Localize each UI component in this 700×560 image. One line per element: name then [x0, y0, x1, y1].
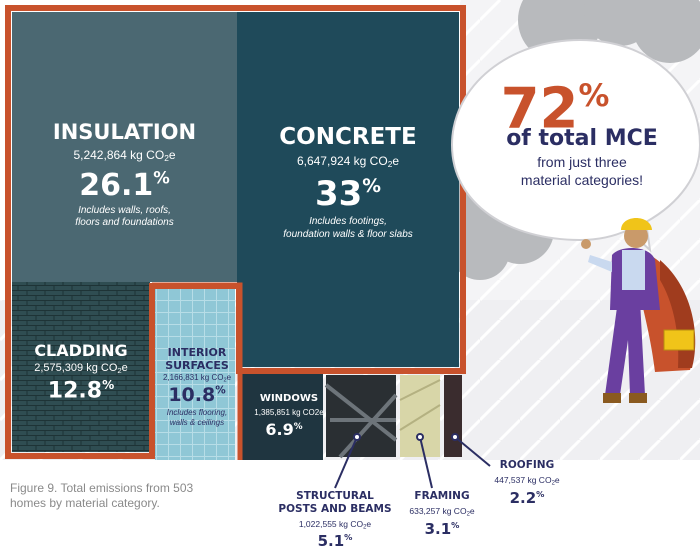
roofing-name: ROOFING — [499, 459, 555, 471]
leader-lines — [334, 433, 491, 489]
structural-percent: 5.1% — [270, 532, 400, 550]
boot-right — [629, 393, 647, 403]
framing-amount: 633,257 kg CO2e — [409, 506, 475, 518]
interior-amount-unit: e — [226, 373, 232, 382]
legs — [605, 300, 645, 395]
callout-line2: from just three — [537, 154, 627, 170]
roofing-amount: 447,537 kg CO2e — [494, 475, 560, 487]
interior-name-line2: SURFACES — [165, 359, 229, 372]
cladding-tile — [12, 282, 150, 452]
callout-number: 72 — [500, 76, 579, 142]
interior-tile — [155, 288, 235, 460]
timber-photo — [399, 379, 441, 431]
windows-percent: 6.9% — [239, 420, 329, 439]
insulation-note2: floors and foundations — [75, 217, 174, 228]
insulation-amount-label: 5,242,864 kg CO — [73, 148, 165, 162]
windows-amount: 1,385,851 kg CO2e — [254, 408, 324, 417]
interior-amount: 2,166,831 kg CO2e — [162, 373, 232, 384]
interior-outline — [152, 282, 243, 460]
interior-note: Includes flooring, walls & ceilings — [155, 408, 239, 428]
steel-beams-photo — [324, 383, 398, 459]
concrete-tile — [237, 12, 459, 367]
insulation-tile — [12, 12, 237, 282]
figure-caption-line1: Figure 9. Total emissions from 503 — [10, 481, 194, 495]
roofing-percent: 2.2% — [482, 489, 572, 507]
windows-tile — [239, 372, 323, 460]
superhero-figure — [581, 218, 696, 403]
interior-amount-label: 2,166,831 kg CO — [162, 373, 224, 382]
structural-name: STRUCTURAL POSTS AND BEAMS — [270, 490, 400, 516]
interior-note-line2: walls & ceilings — [169, 418, 225, 427]
roofing-tile — [444, 375, 462, 457]
figure-caption-line2: homes by material category. — [10, 496, 160, 510]
hand — [581, 239, 591, 249]
interior-name-line1: INTERIOR — [167, 346, 227, 359]
percent-sign: % — [451, 520, 460, 531]
structural-amount-label: 1,022,555 kg CO — [298, 519, 364, 529]
concrete-amount: 6,647,924 kg CO2e — [296, 154, 400, 170]
concrete-amount-label: 6,647,924 kg CO — [296, 154, 388, 168]
percent-sign: % — [344, 532, 353, 543]
callout-line3: material categories! — [520, 172, 644, 188]
callout-percent-sign: % — [578, 78, 610, 114]
figure-caption: Figure 9. Total emissions from 503 homes… — [10, 481, 240, 511]
windows-percent-label: 6.9 — [265, 420, 294, 439]
structural-amount-unit: e — [366, 519, 372, 529]
speech-bubble — [450, 38, 700, 253]
insulation-percent: 26.1% — [12, 168, 237, 203]
cladding-percent: 12.8% — [12, 378, 150, 403]
interior-name: INTERIOR SURFACES — [155, 346, 239, 372]
insulation-amount-unit: e — [168, 148, 176, 162]
framing-percent-label: 3.1 — [424, 520, 452, 538]
concrete-percent: 33% — [237, 174, 459, 214]
percent-sign: % — [215, 384, 226, 397]
interior-percent: 10.8% — [155, 384, 239, 406]
windows-name: WINDOWS — [259, 393, 319, 404]
percent-sign: % — [362, 175, 382, 197]
percent-sign: % — [153, 168, 170, 188]
insulation-percent-label: 26.1 — [79, 168, 154, 203]
structural-amount: 1,022,555 kg CO2e — [298, 519, 372, 531]
boot-left — [603, 393, 621, 403]
roofing-percent-label: 2.2 — [509, 489, 537, 507]
framing-amount-label: 633,257 kg CO — [409, 506, 467, 516]
cladding-amount-label: 2,575,309 kg CO — [34, 362, 118, 374]
concrete-name: CONCRETE — [279, 124, 417, 150]
callout-line1: of total MCE — [506, 126, 658, 151]
arm — [588, 255, 612, 272]
callout-big-number: 72% — [480, 66, 630, 140]
cladding-percent-label: 12.8 — [47, 378, 103, 404]
concrete-percent-label: 33 — [314, 174, 363, 214]
interior-note-line1: Includes flooring, — [166, 408, 228, 417]
percent-sign: % — [293, 421, 303, 432]
framing-amount-unit: e — [469, 506, 475, 516]
interior-percent-label: 10.8 — [168, 384, 216, 406]
insulation-amount: 5,242,864 kg CO2e — [73, 148, 176, 164]
hard-hat-icon — [621, 218, 652, 230]
roofing-amount-unit: e — [554, 475, 560, 485]
insulation-note: Includes walls, roofs, — [78, 205, 171, 216]
framing-tile — [400, 375, 440, 457]
roofing-amount-label: 447,537 kg CO — [494, 475, 552, 485]
cladding-amount-unit: e — [121, 362, 128, 374]
structural-tile — [326, 375, 396, 457]
insulation-name: INSULATION — [52, 120, 197, 144]
concrete-note: Includes footings, — [309, 216, 387, 227]
structural-percent-label: 5.1 — [317, 532, 345, 550]
percent-sign: % — [536, 489, 545, 500]
concrete-note2: foundation walls & floor slabs — [283, 229, 413, 240]
shirt — [622, 250, 645, 290]
framing-name: FRAMING — [414, 490, 470, 502]
cladding-amount: 2,575,309 kg CO2e — [34, 362, 128, 375]
concrete-amount-unit: e — [392, 154, 400, 168]
cladding-name: CLADDING — [34, 341, 128, 360]
percent-sign: % — [102, 378, 115, 392]
framing-percent: 3.1% — [400, 520, 484, 538]
structural-name-line2: POSTS AND BEAMS — [278, 503, 392, 515]
structural-name-line1: STRUCTURAL — [296, 490, 374, 502]
toolbox-icon — [663, 329, 695, 351]
